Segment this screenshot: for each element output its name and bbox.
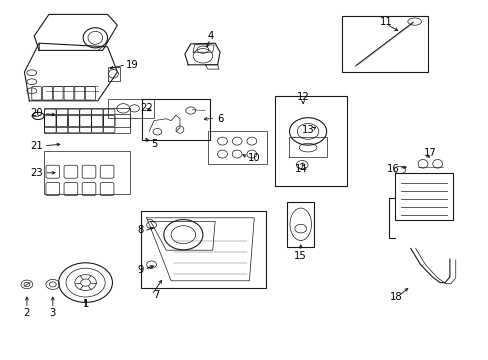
- Text: 8: 8: [138, 225, 143, 235]
- Bar: [142, 99, 210, 140]
- Text: 13: 13: [301, 125, 314, 135]
- Text: 12: 12: [296, 92, 309, 102]
- Text: 6: 6: [216, 114, 223, 124]
- Text: 1: 1: [82, 299, 89, 309]
- Bar: [44, 108, 129, 127]
- Text: 7: 7: [153, 290, 160, 300]
- Bar: [107, 99, 154, 118]
- Text: 15: 15: [294, 251, 306, 261]
- Bar: [207, 131, 266, 164]
- Text: 14: 14: [294, 164, 306, 174]
- Text: 16: 16: [386, 164, 399, 174]
- Text: 3: 3: [50, 308, 56, 318]
- Text: 19: 19: [125, 60, 138, 70]
- Text: 18: 18: [389, 292, 402, 302]
- Text: 17: 17: [423, 148, 436, 158]
- Text: 4: 4: [207, 31, 213, 41]
- Text: 9: 9: [137, 265, 144, 275]
- Text: 22: 22: [140, 103, 153, 113]
- Bar: [274, 96, 346, 186]
- Text: 21: 21: [30, 141, 43, 151]
- Bar: [44, 114, 129, 133]
- Text: 20: 20: [30, 108, 43, 118]
- Text: 11: 11: [379, 17, 392, 27]
- Bar: [286, 202, 313, 247]
- Text: 2: 2: [23, 308, 30, 318]
- Text: 10: 10: [247, 153, 260, 163]
- Bar: [44, 151, 129, 194]
- Bar: [342, 16, 427, 72]
- Bar: [141, 211, 265, 288]
- Bar: [394, 173, 452, 220]
- Text: 23: 23: [30, 168, 43, 178]
- Text: 5: 5: [150, 139, 157, 149]
